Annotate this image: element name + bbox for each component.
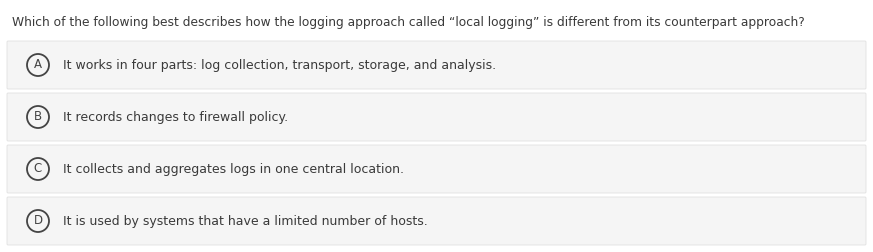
FancyBboxPatch shape xyxy=(7,145,866,193)
Text: B: B xyxy=(34,110,42,123)
Text: It is used by systems that have a limited number of hosts.: It is used by systems that have a limite… xyxy=(63,214,428,228)
Text: C: C xyxy=(34,163,42,175)
Text: D: D xyxy=(33,214,43,228)
Text: It records changes to firewall policy.: It records changes to firewall policy. xyxy=(63,110,288,123)
Text: It collects and aggregates logs in one central location.: It collects and aggregates logs in one c… xyxy=(63,163,404,175)
FancyBboxPatch shape xyxy=(7,41,866,89)
Text: It works in four parts: log collection, transport, storage, and analysis.: It works in four parts: log collection, … xyxy=(63,58,496,72)
FancyBboxPatch shape xyxy=(7,93,866,141)
FancyBboxPatch shape xyxy=(7,197,866,245)
Text: A: A xyxy=(34,58,42,72)
Text: Which of the following best describes how the logging approach called “local log: Which of the following best describes ho… xyxy=(12,16,805,29)
